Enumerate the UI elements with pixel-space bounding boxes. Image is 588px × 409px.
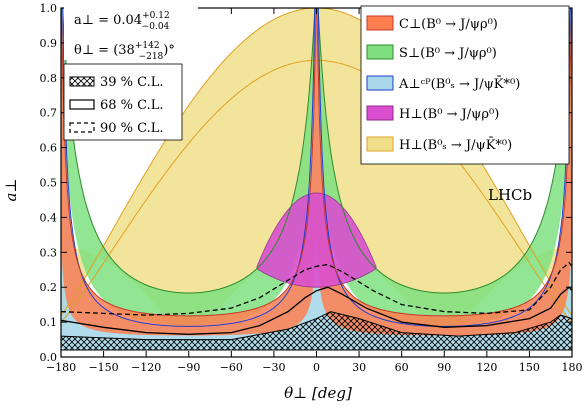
cl90-label: 90 % C.L. [100,121,164,136]
x-tick-label: −30 [262,361,285,374]
legend-swatch-h-rho [367,106,393,120]
y-tick-label: 0.1 [40,316,58,329]
y-tick-label: 0.9 [40,37,58,50]
fit-result-box: a⊥ = 0.04+0.12 −0.04 θ⊥ = (38+142 −218)° [64,6,198,62]
x-tick-label: 60 [395,361,409,374]
x-tick-label: 0 [313,361,320,374]
x-tick-label: −60 [220,361,243,374]
y-tick-label: 0.5 [40,177,58,190]
observable-legend: C⊥(B⁰ → J/ψρ⁰) S⊥(B⁰ → J/ψρ⁰) A⊥ᶜᴾ(B⁰ₛ →… [361,6,569,164]
legend-swatch-s-rho [367,45,393,59]
y-tick-label: 0.4 [40,211,58,224]
x-tick-label: −150 [88,361,118,374]
x-tick-label: 90 [437,361,451,374]
cl-legend: 39 % C.L. 68 % C.L. 90 % C.L. [64,64,182,140]
legend-label-s-rho: S⊥(B⁰ → J/ψρ⁰) [399,46,497,61]
x-tick-label: 30 [352,361,366,374]
y-tick-label: 0.0 [40,351,58,364]
legend-swatch-c-rho [367,16,393,30]
y-tick-label: 0.7 [40,107,58,120]
legend-label-h-rho: H⊥(B⁰ → J/ψρ⁰) [399,107,499,122]
lhcb-watermark: LHCb [488,186,532,204]
y-tick-label: 0.6 [40,142,58,155]
y-tick-label: 1.0 [40,2,58,15]
x-tick-label: 150 [519,361,540,374]
x-tick-label: 180 [562,361,583,374]
y-tick-label: 0.3 [40,246,58,259]
x-tick-label: −90 [177,361,200,374]
legend-label-c-rho: C⊥(B⁰ → J/ψρ⁰) [399,17,498,32]
legend-swatch-acp-ks [367,76,393,90]
legend-swatch-h-ks [367,137,393,151]
cl68-label: 68 % C.L. [100,98,164,113]
x-axis-title: θ⊥ [deg] [284,384,352,402]
x-tick-label: 120 [476,361,497,374]
legend-label-h-ks: H⊥(B⁰ₛ → J/ψK̄*⁰) [399,137,512,153]
y-tick-label: 0.2 [40,281,58,294]
x-tick-label: −120 [131,361,161,374]
cl39-label: 39 % C.L. [100,75,164,90]
legend-label-acp-ks: A⊥ᶜᴾ(B⁰ₛ → J/ψK̄*⁰) [398,76,520,92]
cl39-swatch [70,77,94,86]
y-axis-title: a⊥ [2,178,20,201]
y-tick-label: 0.8 [40,72,58,85]
